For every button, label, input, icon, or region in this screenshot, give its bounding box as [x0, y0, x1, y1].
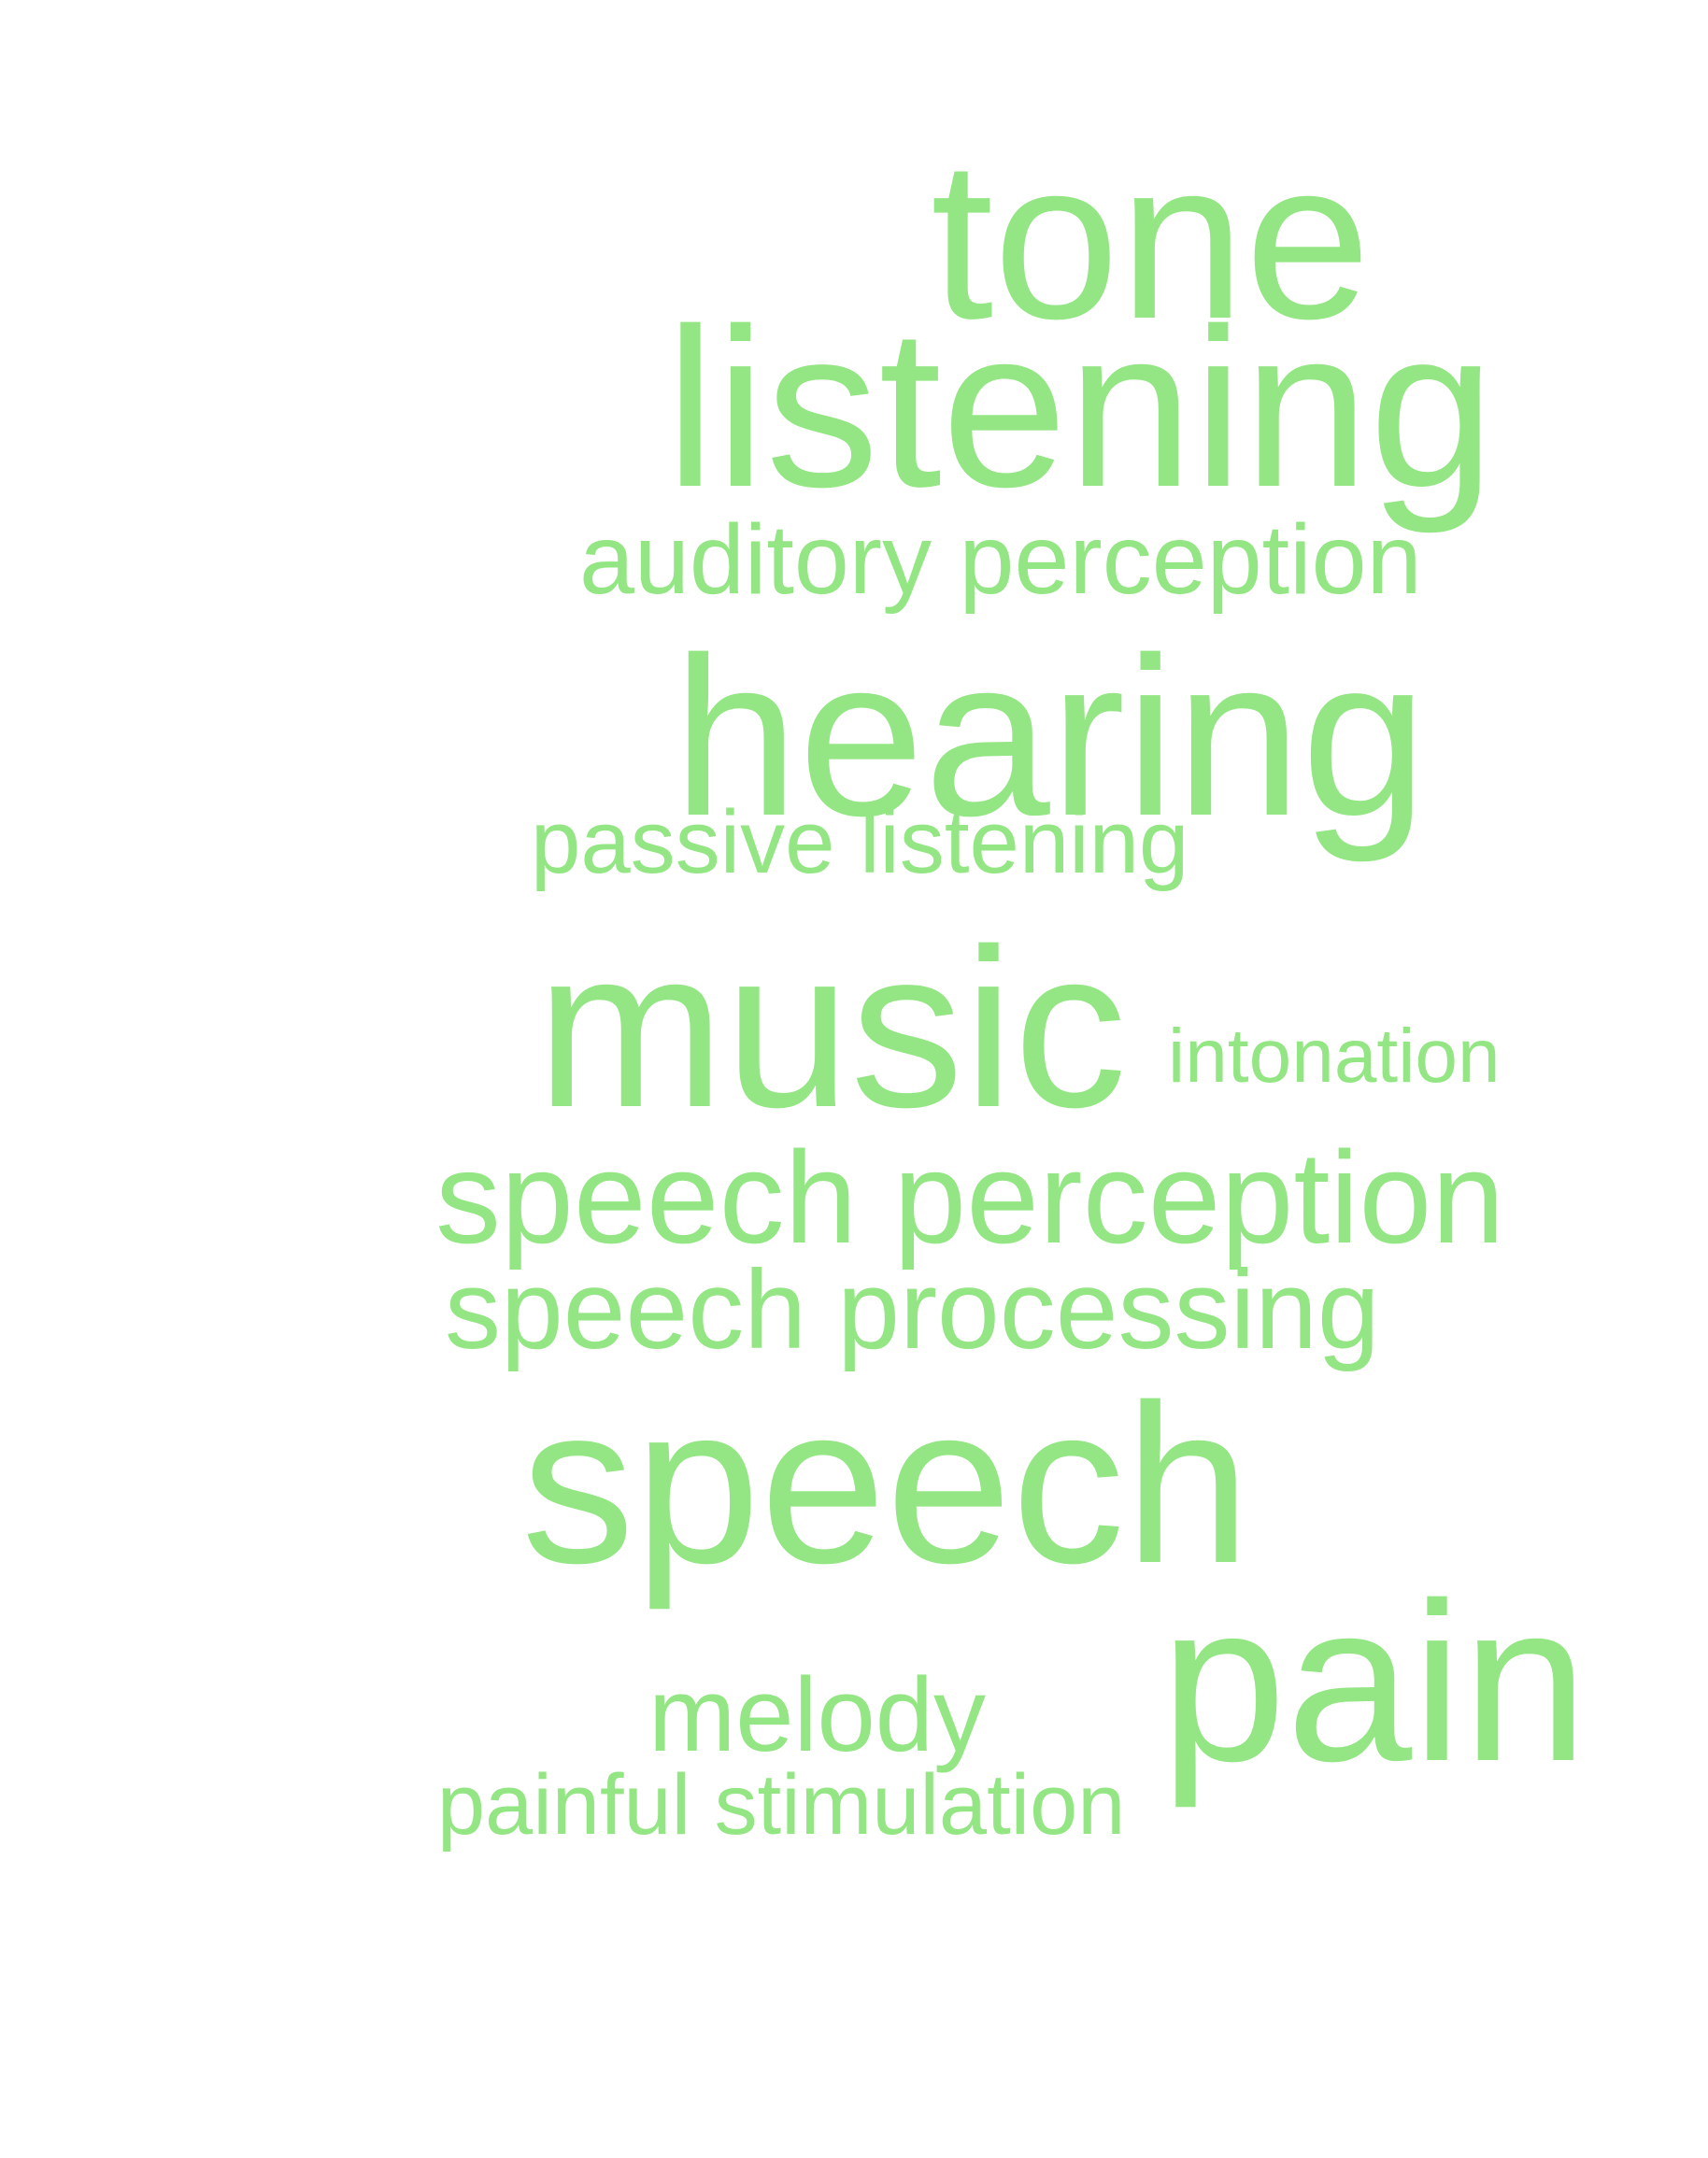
word-music: music — [536, 902, 1127, 1155]
word-passive-listening: passive listening — [531, 792, 1189, 892]
word-pain: pain — [1160, 1556, 1588, 1809]
word-hearing: hearing — [673, 611, 1428, 863]
word-listening: listening — [665, 282, 1495, 534]
word-speech: speech — [521, 1358, 1251, 1611]
word-painful-stimulation: painful stimulation — [437, 1757, 1126, 1853]
word-auditory-perception: auditory perception — [579, 504, 1422, 615]
word-melody: melody — [648, 1656, 987, 1773]
word-tone: tone — [931, 114, 1372, 366]
word-intonation: intonation — [1168, 1014, 1501, 1099]
word-speech-processing: speech processing — [445, 1247, 1380, 1372]
word-speech-perception: speech perception — [435, 1124, 1505, 1271]
